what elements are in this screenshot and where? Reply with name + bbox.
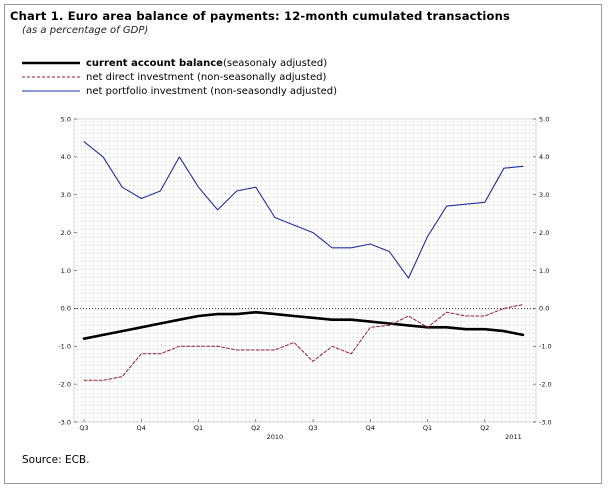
- x-tick-label: Q3: [79, 424, 88, 432]
- y-tick-label-right: 5.0: [539, 115, 549, 123]
- legend-swatch-portfolio-investment: [22, 90, 80, 92]
- legend-label-bold: current account balance: [86, 57, 223, 69]
- x-year-label: 2011: [505, 433, 522, 441]
- y-tick-label-left: -2.0: [58, 380, 71, 388]
- y-tick-label-right: -1.0: [539, 343, 552, 351]
- y-tick-label-left: 5.0: [61, 115, 71, 123]
- y-tick-label-right: 1.0: [539, 267, 549, 275]
- y-tick-label-left: 4.0: [61, 153, 71, 161]
- x-tick-label: Q2: [480, 424, 489, 432]
- series-line-portfolio-investment: [83, 141, 524, 279]
- legend-item-direct-investment: net direct investment (non-seasonally ad…: [22, 71, 326, 83]
- chart-title: Chart 1. Euro area balance of payments: …: [10, 9, 511, 23]
- y-tick-label-right: 3.0: [539, 191, 549, 199]
- x-tick-label: Q1: [423, 424, 432, 432]
- y-tick-label-left: 0.0: [61, 305, 71, 313]
- plot-area: [73, 118, 537, 423]
- legend-swatch-current-account: [22, 61, 80, 65]
- series-line-current-account: [82, 310, 525, 341]
- y-tick-label-left: 2.0: [61, 229, 71, 237]
- y-tick-label-right: -2.0: [539, 380, 552, 388]
- source-note: Source: ECB.: [22, 454, 90, 466]
- x-tick-label: Q3: [308, 424, 317, 432]
- series-line-direct-investment: [83, 304, 524, 381]
- x-tick-label: Q1: [194, 424, 203, 432]
- x-tick-label: Q4: [366, 424, 375, 432]
- y-tick-label-left: -1.0: [58, 343, 71, 351]
- y-tick-label-left: -3.0: [58, 418, 71, 426]
- x-tick-label: Q4: [137, 424, 146, 432]
- legend-label: net direct investment (non-seasonally ad…: [86, 71, 327, 83]
- y-tick-label-right: -3.0: [539, 418, 552, 426]
- y-tick-label-right: 2.0: [539, 229, 549, 237]
- x-year-label: 2010: [267, 433, 284, 441]
- y-tick-label-left: 3.0: [61, 191, 71, 199]
- y-tick-label-right: 0.0: [539, 305, 549, 313]
- legend-item-current-account: current account balance (seasonaly adjus…: [22, 57, 327, 69]
- chart-subtitle: (as a percentage of GDP): [22, 25, 149, 36]
- chart-frame: [4, 4, 602, 484]
- legend-label: net portfolio investment (non-seasondly …: [86, 85, 338, 97]
- y-tick-label-left: 1.0: [61, 267, 71, 275]
- legend-label: (seasonaly adjusted): [222, 57, 328, 69]
- y-tick-label-right: 4.0: [539, 153, 549, 161]
- legend-item-portfolio-investment: net portfolio investment (non-seasondly …: [22, 85, 337, 97]
- x-tick-label: Q2: [251, 424, 260, 432]
